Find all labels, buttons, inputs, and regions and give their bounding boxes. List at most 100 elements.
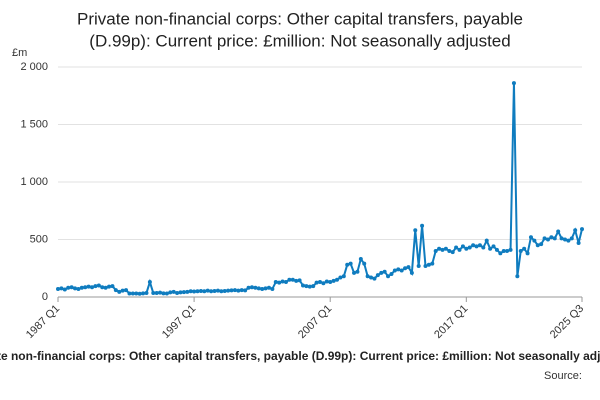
x-tick-label: 2007 Q1 (296, 303, 334, 341)
data-point (171, 289, 176, 294)
data-point (535, 243, 540, 248)
data-point (471, 243, 476, 248)
data-point (358, 257, 363, 262)
data-point (474, 244, 479, 249)
data-point (369, 275, 374, 280)
data-point (542, 236, 547, 241)
data-point (117, 289, 122, 294)
data-point (375, 273, 380, 278)
data-point (83, 285, 88, 290)
data-point (96, 283, 101, 288)
data-point (141, 291, 146, 296)
data-point (205, 288, 210, 293)
data-point (266, 285, 271, 290)
data-point (515, 274, 520, 279)
x-tick-label: 1987 Q1 (24, 303, 62, 341)
data-point (103, 285, 108, 290)
data-point (318, 280, 322, 285)
data-point (413, 228, 418, 233)
data-point (297, 278, 302, 283)
data-point (481, 245, 486, 250)
data-point (447, 249, 452, 253)
data-point (178, 290, 183, 295)
data-point (494, 247, 499, 252)
data-point (539, 242, 544, 247)
data-point (120, 288, 125, 293)
data-point (144, 290, 149, 295)
data-point (164, 291, 169, 296)
data-point (168, 290, 173, 295)
data-point (188, 289, 193, 294)
data-point (355, 269, 360, 274)
y-tick-label: 2 000 (20, 61, 48, 73)
footer-title: Private non-financial corps: Other capit… (0, 349, 600, 363)
data-point (440, 247, 445, 252)
data-point (260, 286, 265, 291)
data-point (215, 288, 220, 293)
data-point (277, 280, 282, 285)
data-point (124, 288, 129, 293)
data-point (522, 246, 527, 251)
data-point (488, 246, 493, 251)
data-point (477, 243, 482, 248)
data-point (270, 286, 275, 291)
data-point (294, 278, 299, 283)
data-point (511, 81, 516, 86)
data-point (185, 289, 190, 294)
data-point (307, 284, 312, 289)
data-point (273, 280, 278, 285)
data-point (212, 289, 217, 294)
data-point (110, 284, 115, 289)
data-point (222, 289, 227, 294)
data-point (236, 288, 241, 293)
data-point (525, 251, 530, 256)
data-point (379, 270, 384, 275)
data-point (134, 291, 139, 296)
data-point (243, 288, 248, 293)
data-point (147, 280, 152, 285)
data-point (246, 285, 251, 290)
data-point (335, 277, 340, 282)
y-axis-label: £m (12, 47, 27, 59)
data-point (324, 279, 329, 284)
data-point (151, 290, 156, 295)
data-point (69, 285, 74, 290)
data-point (314, 280, 319, 285)
data-point (545, 237, 550, 242)
data-point (573, 228, 578, 233)
data-point (290, 277, 295, 282)
data-point (256, 286, 261, 291)
data-point (416, 263, 421, 268)
data-point (304, 284, 309, 289)
data-point (341, 274, 346, 279)
data-point (73, 286, 78, 291)
data-point (562, 237, 567, 242)
data-point (396, 267, 401, 272)
data-point (321, 281, 326, 286)
data-point (433, 249, 438, 253)
data-point (460, 244, 465, 249)
data-point (549, 235, 554, 240)
data-point (76, 286, 81, 291)
data-point (338, 275, 343, 280)
data-point (93, 284, 98, 289)
data-point (192, 289, 197, 294)
y-tick-label: 1 500 (20, 118, 48, 130)
data-point (175, 290, 180, 295)
data-point (158, 290, 163, 295)
data-point (232, 288, 237, 293)
data-point (161, 291, 166, 296)
data-point (62, 287, 67, 292)
data-point (580, 227, 584, 232)
data-point (113, 288, 118, 293)
data-point (443, 246, 448, 251)
data-point (505, 249, 510, 253)
data-point (450, 250, 455, 255)
data-point (328, 280, 333, 285)
data-point (100, 285, 105, 290)
data-point (219, 289, 224, 294)
data-point (576, 240, 581, 245)
data-point (226, 288, 231, 293)
y-tick-label: 0 (42, 291, 48, 303)
